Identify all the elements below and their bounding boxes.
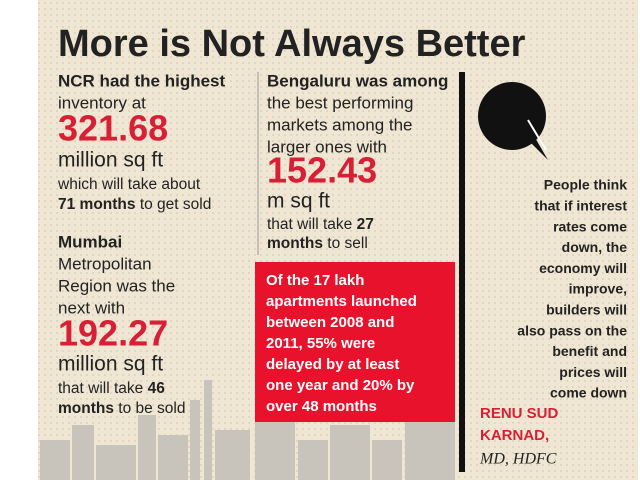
ncr-note: which will take about [57,176,201,193]
highlight-line: delayed by at least [266,356,399,373]
bengaluru-line: the best performing [267,93,413,112]
quote-line: benefit and [552,343,627,359]
bengaluru-note-text: that will take [267,216,352,233]
mumbai-line: Region was the [58,276,175,295]
quote-line: come down [550,385,627,401]
ncr-tail: to get sold [140,196,212,213]
highlight-line: between 2008 and [266,314,394,331]
highlight-line: 2011, 55% were [266,335,375,352]
ncr-unit: million sq ft [58,149,163,172]
author-role: MD, HDFC [479,451,557,468]
bengaluru-unit: m sq ft [267,190,330,213]
quote-line: down, the [562,239,628,255]
mumbai-line: next with [58,298,125,317]
bengaluru-tail: to sell [327,235,368,252]
quote-line: People think [544,177,627,193]
bengaluru-line: markets among the [267,115,413,134]
bengaluru-line: larger ones with [267,137,387,156]
ncr-lead: NCR had the highest [58,71,226,90]
ncr-months: 71 months to get sold [58,196,211,213]
mumbai-note-text: that will take [58,380,143,397]
author: KARNAD, [480,427,549,444]
quote-line: improve, [569,281,627,297]
mumbai-note: that will take 46 [58,380,165,397]
bengaluru-months: months to sell [267,235,368,252]
bengaluru-months-bold: months [267,235,323,252]
mumbai-months: months to be sold [58,400,186,417]
quote-icon [478,82,548,160]
bengaluru-figure: 152.43 [267,150,377,191]
mumbai-months-bold: months [58,400,114,417]
mumbai-lead: Mumbai [58,232,122,251]
quote-bar [459,72,465,472]
highlight-line: apartments launched [266,293,417,310]
author: RENU SUD [480,405,559,422]
title: More is Not Always Better [58,23,526,65]
quote-line: economy will [539,260,627,276]
highlight-line: Of the 17 lakh [266,272,364,289]
quote-line: also pass on the [517,322,627,338]
bengaluru-number: 27 [357,216,374,233]
ncr-months-bold: 71 months [58,196,136,213]
quote-line: prices will [559,364,627,380]
mumbai-tail: to be sold [118,400,185,417]
mumbai-line: Metropolitan [58,254,152,273]
quote-line: rates come [553,218,627,234]
quote-line: builders will [546,302,627,318]
mumbai-number: 46 [148,380,166,397]
ncr-line: inventory at [58,93,146,112]
quote: People think that if interest rates come do… [517,177,627,401]
mumbai-figure: 192.27 [58,313,168,354]
skyline [40,380,455,480]
mumbai-unit: million sq ft [58,353,163,376]
quote-line: that if interest [534,198,627,214]
highlight-line: one year and 20% by [266,377,415,394]
highlight-line: over 48 months [266,398,377,415]
bengaluru-lead: Bengaluru was among [267,71,448,90]
highlight-box [255,262,455,422]
bengaluru-note: that will take 27 [267,216,374,233]
ncr-figure: 321.68 [58,108,168,149]
